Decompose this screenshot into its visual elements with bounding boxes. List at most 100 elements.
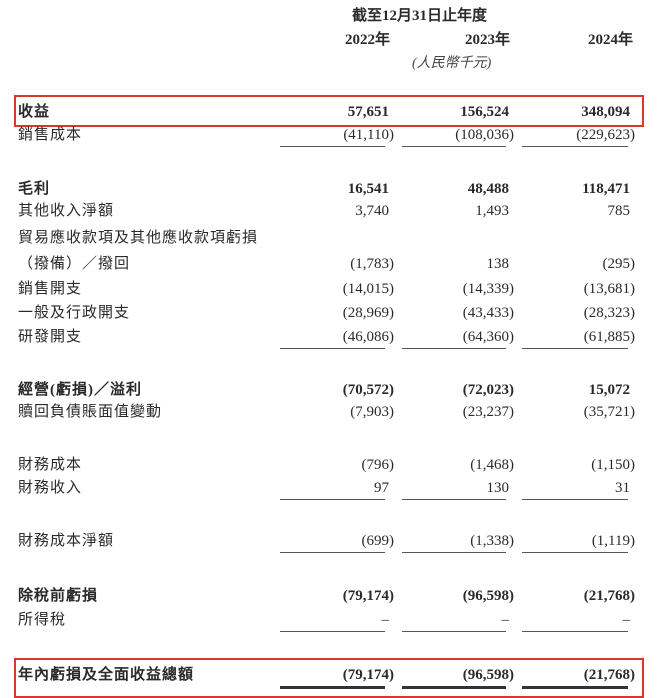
value-2023: (14,339) [462, 281, 514, 297]
value-2024: 15,072 [588, 382, 630, 398]
row-label: 年內虧損及全面收益總額 [18, 667, 195, 683]
value-2023: (23,237) [462, 404, 514, 420]
row-label: 財務成本淨額 [18, 533, 115, 549]
table-row: 財務收入 97 130 31 [0, 477, 660, 499]
table-row: 一般及行政開支 (28,969) (43,433) (28,323) [0, 302, 660, 324]
row-label: （撥備）／撥回 [18, 256, 131, 272]
row-label: 毛利 [18, 181, 51, 197]
subtotal-underline [402, 631, 506, 632]
row-label: 所得稅 [18, 612, 67, 628]
table-row: 年內虧損及全面收益總額 (79,174) (96,598) (21,768) [0, 664, 660, 686]
subtotal-underline [280, 552, 385, 553]
value-2024: 348,094 [581, 104, 630, 120]
value-2023: 48,488 [467, 181, 509, 197]
table-row: 除稅前虧損 (79,174) (96,598) (21,768) [0, 585, 660, 607]
value-2024: – [622, 612, 631, 628]
table-row: 其他收入淨額 3,740 1,493 785 [0, 200, 660, 222]
subtotal-underline [522, 552, 628, 553]
subtotal-underline [402, 348, 506, 349]
value-2022: (14,015) [342, 281, 394, 297]
value-2022: (70,572) [342, 382, 394, 398]
value-2023: (64,360) [462, 329, 514, 345]
value-2023: 1,493 [475, 203, 509, 219]
value-2023: (96,598) [462, 667, 514, 683]
table-row: 所得稅 – – – [0, 609, 660, 631]
row-label: 除稅前虧損 [18, 588, 99, 604]
subtotal-underline [522, 348, 628, 349]
value-2023: (96,598) [462, 588, 514, 604]
subtotal-underline [402, 499, 506, 500]
subtotal-underline [280, 631, 385, 632]
table-row: （撥備）／撥回 (1,783) 138 (295) [0, 253, 660, 275]
unit-label: (人民幣千元) [412, 56, 492, 71]
row-label: 貿易應收款項及其他應收款項虧損 [18, 230, 259, 246]
row-label: 銷售開支 [18, 281, 83, 297]
value-2022: (1,783) [350, 256, 394, 272]
value-2024: 785 [607, 203, 631, 219]
value-2022: (79,174) [342, 588, 394, 604]
value-2023: 138 [486, 256, 510, 272]
value-2024: (1,119) [591, 533, 635, 549]
value-2023: – [501, 612, 510, 628]
row-label: 銷售成本 [18, 127, 83, 143]
value-2023: (1,338) [470, 533, 514, 549]
value-2024: (295) [602, 256, 636, 272]
double-underline [402, 686, 506, 689]
value-2024: 31 [615, 480, 630, 496]
value-2022: (699) [361, 533, 395, 549]
value-2023: (72,023) [462, 382, 514, 398]
value-2024: (35,721) [583, 404, 635, 420]
table-row: 收益 57,651 156,524 348,094 [0, 101, 660, 123]
row-label: 其他收入淨額 [18, 203, 115, 219]
subtotal-underline [280, 499, 385, 500]
value-2022: 16,541 [347, 181, 389, 197]
subtotal-underline [402, 552, 506, 553]
value-2024: (229,623) [576, 127, 635, 143]
table-row: 銷售成本 (41,110) (108,036) (229,623) [0, 124, 660, 146]
value-2024: (21,768) [583, 667, 635, 683]
value-2022: 97 [374, 480, 389, 496]
period-header: 截至12月31日止年度 [352, 8, 488, 24]
year-header-2022: 2022年 [344, 32, 390, 48]
value-2023: (108,036) [455, 127, 514, 143]
row-label: 財務成本 [18, 457, 83, 473]
value-2023: (1,468) [470, 457, 514, 473]
value-2024: 118,471 [582, 181, 630, 197]
subtotal-underline [522, 499, 628, 500]
subtotal-underline [402, 146, 506, 147]
value-2023: 130 [486, 480, 510, 496]
value-2022: 57,651 [347, 104, 389, 120]
value-2022: (79,174) [342, 667, 394, 683]
value-2024: (21,768) [583, 588, 635, 604]
row-label: 贖回負債賬面值變動 [18, 404, 163, 420]
value-2023: (43,433) [462, 305, 514, 321]
table-row: 毛利 16,541 48,488 118,471 [0, 178, 660, 200]
table-row: 財務成本淨額 (699) (1,338) (1,119) [0, 530, 660, 552]
table-row: 貿易應收款項及其他應收款項虧損 [0, 227, 660, 249]
value-2022: (28,969) [342, 305, 394, 321]
highlight-box [14, 95, 644, 127]
double-underline [280, 686, 385, 689]
value-2024: (61,885) [583, 329, 635, 345]
row-label: 收益 [18, 104, 51, 120]
value-2023: 156,524 [460, 104, 509, 120]
subtotal-underline [522, 631, 628, 632]
subtotal-underline [280, 146, 385, 147]
value-2022: (41,110) [343, 127, 394, 143]
double-underline [522, 686, 628, 689]
value-2022: (46,086) [342, 329, 394, 345]
table-row: 經營(虧損)／溢利 (70,572) (72,023) 15,072 [0, 379, 660, 401]
value-2022: 3,740 [355, 203, 389, 219]
highlight-box [14, 658, 644, 698]
table-row: 贖回負債賬面值變動 (7,903) (23,237) (35,721) [0, 401, 660, 423]
value-2024: (1,150) [591, 457, 635, 473]
value-2022: (796) [361, 457, 395, 473]
value-2024: (13,681) [583, 281, 635, 297]
subtotal-underline [280, 348, 385, 349]
value-2022: – [381, 612, 390, 628]
table-row: 財務成本 (796) (1,468) (1,150) [0, 454, 660, 476]
row-label: 一般及行政開支 [18, 305, 131, 321]
value-2022: (7,903) [350, 404, 394, 420]
subtotal-underline [522, 146, 628, 147]
year-header-2023: 2023年 [464, 32, 510, 48]
